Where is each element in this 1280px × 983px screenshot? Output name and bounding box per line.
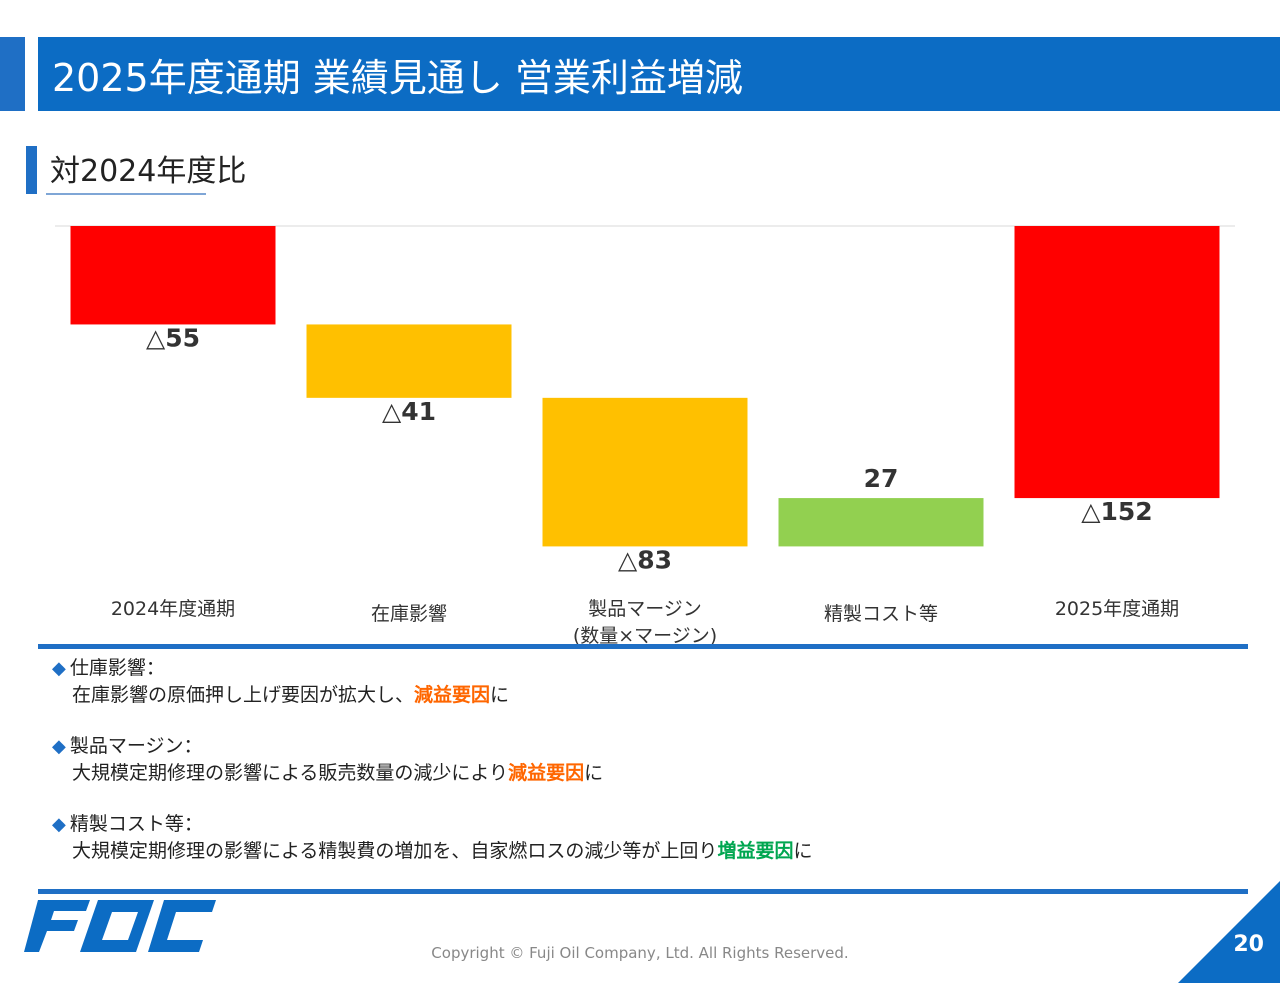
note-item: ◆ 精製コスト等： 大規模定期修理の影響による精製費の増加を、自家燃ロスの減少等が… xyxy=(52,811,812,864)
chart-divider xyxy=(38,644,1248,649)
note-highlight: 減益要因 xyxy=(508,762,585,784)
diamond-bullet-icon: ◆ xyxy=(52,814,66,835)
page-title: 2025年度通期 業績見通し 営業利益増減 xyxy=(52,55,743,100)
title-bar: 2025年度通期 業績見通し 営業利益増減 xyxy=(38,37,1280,111)
data-label-0: △55 xyxy=(146,323,200,352)
note-text: 大規模定期修理の影響による販売数量の減少により xyxy=(72,762,509,784)
bar-0 xyxy=(70,226,276,325)
note-text: 大規模定期修理の影響による精製費の増加を、自家燃ロスの減少等が上回り xyxy=(72,840,718,862)
data-label-4: △152 xyxy=(1081,497,1152,526)
note-heading: 仕庫影響： xyxy=(69,657,165,679)
diamond-bullet-icon: ◆ xyxy=(52,658,66,679)
data-label-2: △83 xyxy=(618,545,672,574)
data-label-1: △41 xyxy=(382,397,436,426)
chart-subtitle: 対2024年度比 xyxy=(50,154,247,189)
bar-4 xyxy=(1014,226,1220,499)
note-suffix: に xyxy=(584,762,604,784)
subtitle-accent xyxy=(26,146,37,194)
waterfall-chart: △55 2024年度通期 △41 在庫影響 △83 製品マージン (数量×マージン) 27 精製… xyxy=(55,225,1235,645)
data-label-3: 27 xyxy=(864,464,899,493)
bar-2 xyxy=(542,397,748,547)
category-label-2: 製品マージン xyxy=(588,598,702,620)
notes-section: ◆ 仕庫影響： 在庫影響の原価押し上げ要因が拡大し、減益要因に ◆ 製品マージン： … xyxy=(52,655,812,889)
category-label-1: 在庫影響 xyxy=(371,603,447,625)
note-suffix: に xyxy=(490,684,510,706)
category-label-3: 精製コスト等 xyxy=(824,603,938,625)
note-item: ◆ 製品マージン： 大規模定期修理の影響による販売数量の減少により減益要因に xyxy=(52,733,812,786)
note-heading: 製品マージン： xyxy=(69,735,203,757)
note-highlight: 増益要因 xyxy=(717,840,794,862)
category-label-4: 2025年度通期 xyxy=(1055,598,1179,620)
subtitle-underline xyxy=(46,193,206,195)
note-text: 在庫影響の原価押し上げ要因が拡大し、 xyxy=(72,684,415,706)
note-highlight: 減益要因 xyxy=(414,684,491,706)
category-label-0: 2024年度通期 xyxy=(111,598,235,620)
note-item: ◆ 仕庫影響： 在庫影響の原価押し上げ要因が拡大し、減益要因に xyxy=(52,655,812,708)
bar-3 xyxy=(778,498,984,547)
category-label-2: (数量×マージン) xyxy=(573,625,717,645)
page-number: 20 xyxy=(1233,932,1264,957)
footer-divider xyxy=(38,889,1248,894)
copyright-text: Copyright © Fuji Oil Company, Ltd. All R… xyxy=(431,944,849,962)
diamond-bullet-icon: ◆ xyxy=(52,736,66,757)
note-suffix: に xyxy=(793,840,813,862)
foc-logo xyxy=(24,900,216,952)
page-corner-triangle xyxy=(1178,881,1280,983)
bar-1 xyxy=(306,324,512,398)
note-heading: 精製コスト等： xyxy=(69,813,203,835)
title-left-accent xyxy=(0,37,25,111)
